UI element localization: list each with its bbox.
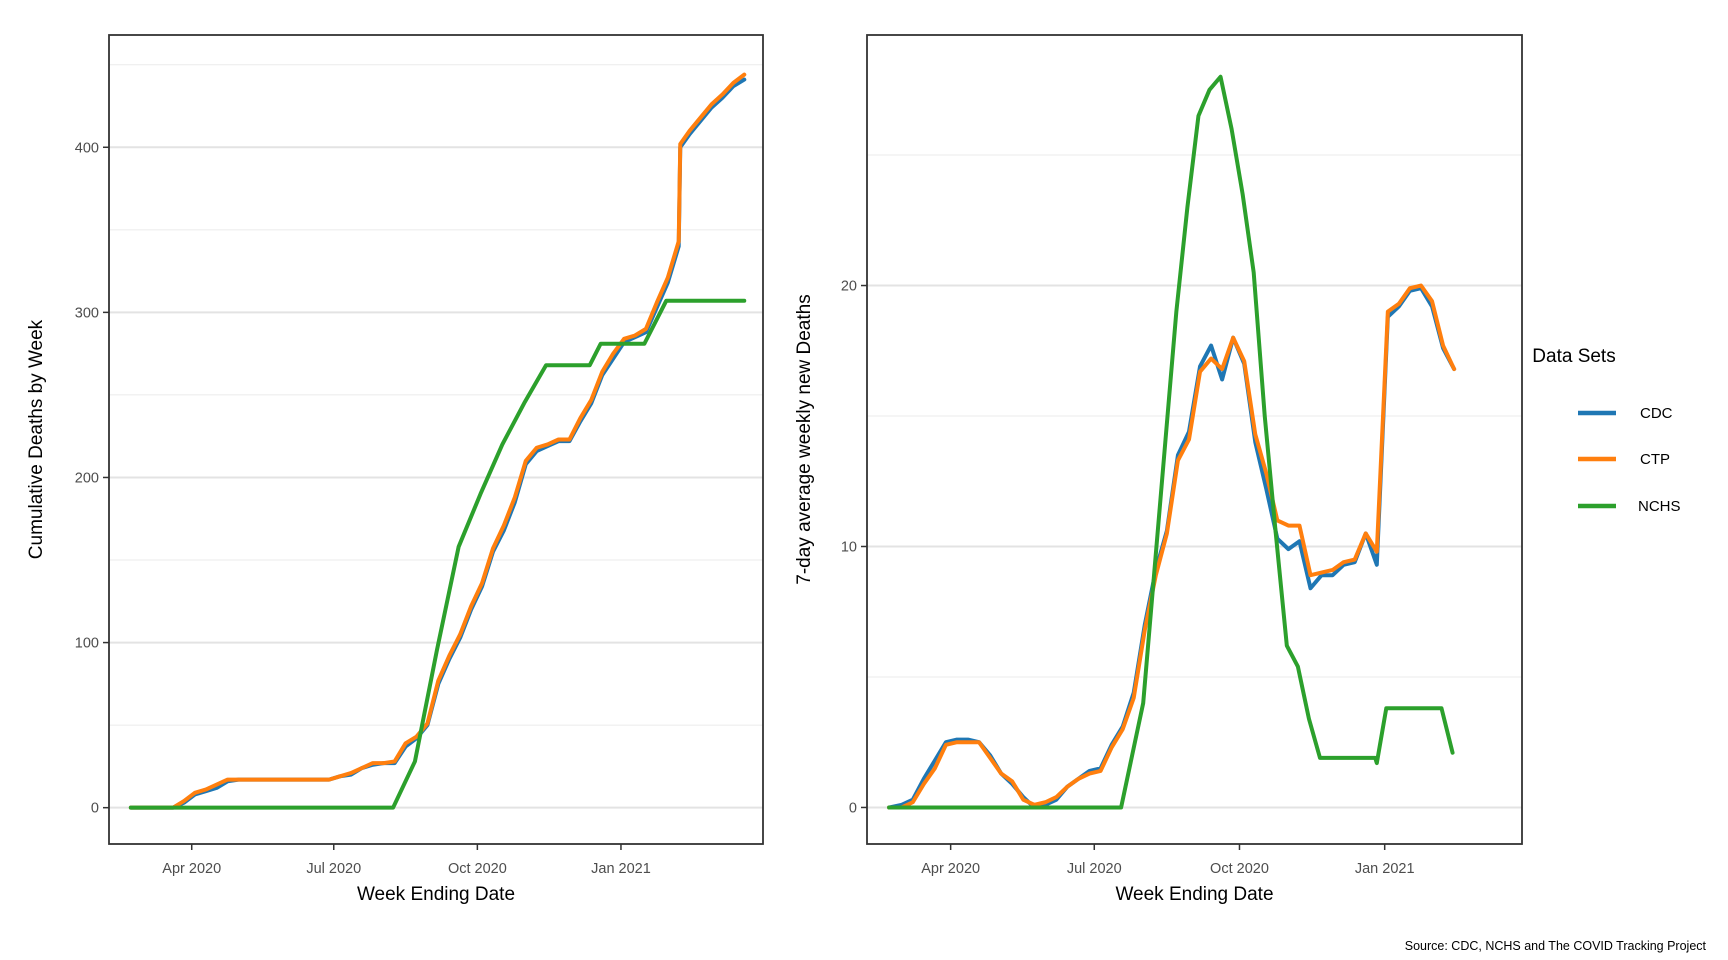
x-tick-label: Jan 2021 xyxy=(1355,861,1415,877)
series-line-ctp xyxy=(887,283,1457,810)
x-tick-label: Oct 2020 xyxy=(1210,861,1269,877)
legend-item-nchs: NCHS xyxy=(1578,498,1681,515)
y-axis-title: Cumulative Deaths by Week xyxy=(26,319,47,559)
y-tick-label: 10 xyxy=(841,539,857,555)
y-axis-title: 7-day average weekly new Deaths xyxy=(794,294,815,584)
legend-label-cdc: CDC xyxy=(1640,405,1673,422)
y-tick-label: 20 xyxy=(841,279,857,295)
series-line-nchs xyxy=(887,74,1455,810)
cumulative-deaths-chart: 0 100 200 300 400 Apr 2020 Jul 2020 Oct 2020 Jan… xyxy=(26,34,764,905)
series-line-ctp xyxy=(128,72,747,810)
series-line-cdc xyxy=(128,77,747,810)
y-tick-label: 300 xyxy=(75,305,99,321)
y-tick-label: 400 xyxy=(75,140,99,156)
panel-border xyxy=(108,34,764,845)
series-line-nchs xyxy=(128,298,747,810)
y-tick-label: 200 xyxy=(75,470,99,486)
legend-label-ctp: CTP xyxy=(1640,451,1670,468)
legend-title: Data Sets xyxy=(1532,346,1615,367)
x-tick-label: Apr 2020 xyxy=(921,861,980,877)
x-tick-label: Oct 2020 xyxy=(448,861,507,877)
panel-border xyxy=(866,34,1523,845)
y-tick-label: 0 xyxy=(91,801,99,817)
y-tick-label: 0 xyxy=(849,800,857,816)
x-axis-title: Week Ending Date xyxy=(1115,884,1273,905)
legend: Data Sets CDC CTP NCHS xyxy=(1532,346,1680,515)
source-caption: Source: CDC, NCHS and The COVID Tracking… xyxy=(1405,939,1707,953)
legend-label-nchs: NCHS xyxy=(1638,498,1681,515)
legend-item-cdc: CDC xyxy=(1578,405,1673,422)
x-tick-label: Jul 2020 xyxy=(306,861,361,877)
x-tick-label: Jan 2021 xyxy=(591,861,651,877)
x-axis-title: Week Ending Date xyxy=(357,884,515,905)
weekly-deaths-chart: 0 10 20 Apr 2020 Jul 2020 Oct 2020 Jan 2021 Wee… xyxy=(794,34,1523,905)
y-tick-label: 100 xyxy=(75,636,99,652)
x-tick-label: Jul 2020 xyxy=(1067,861,1122,877)
x-tick-label: Apr 2020 xyxy=(162,861,221,877)
legend-item-ctp: CTP xyxy=(1578,451,1670,468)
